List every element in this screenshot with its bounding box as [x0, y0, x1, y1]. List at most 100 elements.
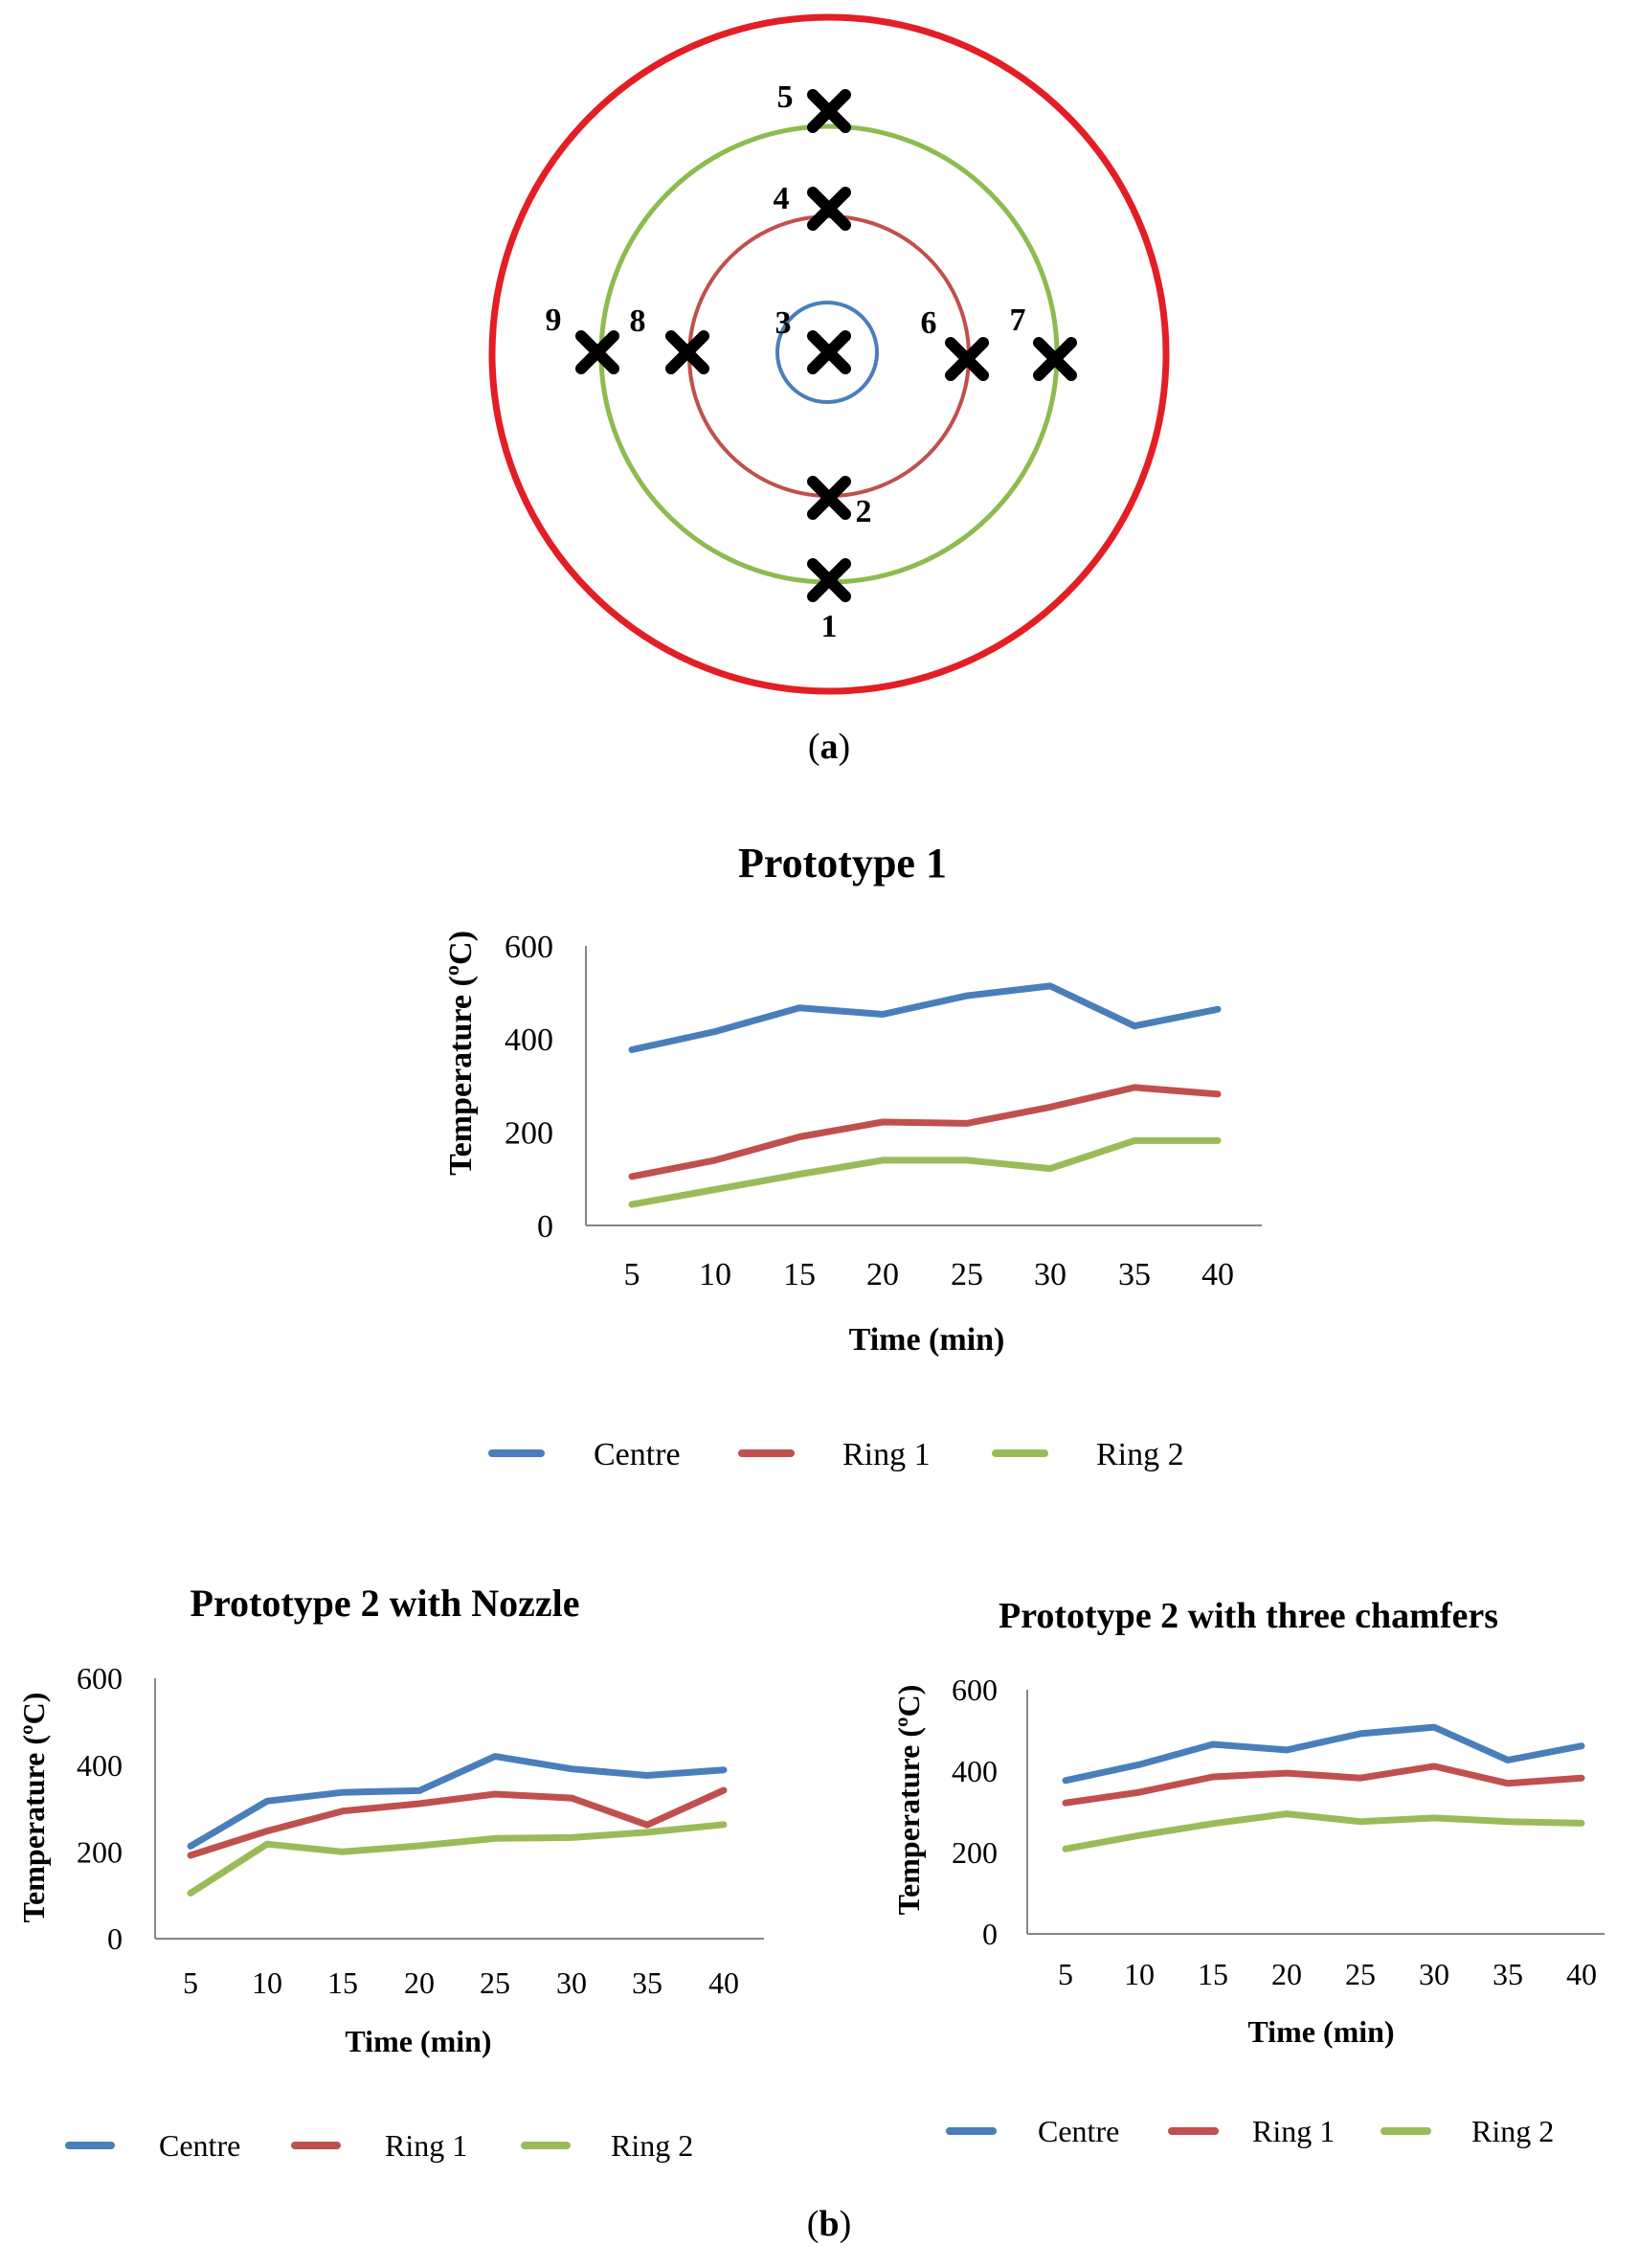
x-tick-label: 20 [866, 1257, 899, 1292]
legend-label: Ring 2 [1096, 1437, 1184, 1472]
chart-prototype-2-chamfers: Prototype 2 with three chamfers Temperat… [891, 1596, 1605, 2148]
y-tick-label: 200 [952, 1835, 998, 1870]
x-tick-label: 40 [1201, 1257, 1234, 1292]
centre-circle [775, 301, 879, 404]
plot-area: 0 200 400 600 5 10 15 20 25 30 35 40 [505, 930, 1262, 1292]
measurement-point-6-marker [945, 337, 989, 381]
chart-title: Prototype 2 with three chamfers [999, 1596, 1498, 1636]
measurement-point-7-label: 7 [1010, 303, 1026, 338]
legend-item-ring-1: Ring 1 [291, 2128, 467, 2163]
y-tick-label: 400 [77, 1748, 123, 1783]
legend-item-ring-2: Ring 2 [1381, 2114, 1554, 2148]
measurement-point-1-marker [807, 558, 851, 602]
legend-label: Centre [594, 1437, 681, 1472]
chart-title: Prototype 2 with Nozzle [191, 1582, 580, 1625]
x-axis-label: Time (min) [849, 1322, 1005, 1358]
measurement-point-9-marker [575, 330, 619, 374]
legend: Centre Ring 1 Ring 2 [488, 1437, 1184, 1472]
x-tick-label: 15 [783, 1257, 816, 1292]
series-line-ring-2 [1062, 1810, 1585, 1853]
x-tick-label: 15 [1198, 1957, 1228, 1991]
x-tick-label: 20 [404, 1965, 435, 2000]
chart-title: Prototype 1 [738, 840, 947, 887]
legend-item-ring-2: Ring 2 [992, 1437, 1184, 1472]
x-tick-label: 5 [183, 1965, 198, 2000]
series-line-centre [628, 982, 1222, 1053]
x-tick-label: 25 [480, 1965, 510, 2000]
y-tick-label: 600 [505, 930, 553, 965]
caption-b: (b) [807, 2204, 851, 2244]
x-tick-label: 30 [1419, 1957, 1449, 1991]
y-axis-label: Temperature (ºC) [16, 1693, 51, 1923]
series-line-ring-1 [187, 1786, 728, 1859]
legend: Centre Ring 1 Ring 2 [946, 2114, 1554, 2148]
measurement-point-4-label: 4 [774, 181, 790, 216]
legend-item-centre: Centre [488, 1437, 681, 1472]
measurement-diagram: 1 2 3 4 5 6 7 8 9 [488, 13, 1170, 695]
series-line-ring-2 [187, 1821, 728, 1897]
legend-item-ring-2: Ring 2 [521, 2128, 693, 2163]
x-tick-label: 35 [1493, 1957, 1523, 1991]
measurement-point-5-marker [807, 89, 851, 133]
legend-item-ring-1: Ring 1 [738, 1437, 931, 1472]
x-tick-label: 20 [1271, 1957, 1302, 1991]
x-tick-label: 35 [632, 1965, 662, 2000]
series-line-ring-1 [1062, 1763, 1585, 1807]
measurement-point-9-label: 9 [546, 303, 562, 338]
series-line-centre [187, 1753, 728, 1850]
x-tick-label: 35 [1118, 1257, 1151, 1292]
y-tick-label: 200 [505, 1116, 553, 1152]
plot-area: 0 200 400 600 5 10 15 20 25 30 35 40 [952, 1673, 1605, 1991]
x-tick-label: 30 [1034, 1257, 1066, 1292]
legend-item-ring-1: Ring 1 [1168, 2114, 1335, 2148]
measurement-point-2-label: 2 [856, 494, 872, 529]
measurement-point-8-marker [665, 330, 709, 374]
x-tick-label: 25 [1345, 1957, 1376, 1991]
legend-label: Ring 2 [1471, 2114, 1554, 2148]
x-tick-label: 25 [951, 1257, 983, 1292]
y-tick-label: 0 [982, 1917, 998, 1951]
legend-label: Centre [1038, 2114, 1119, 2148]
x-tick-label: 10 [1124, 1957, 1155, 1991]
measurement-point-labels: 1 2 3 4 5 6 7 8 9 [546, 79, 1026, 644]
measurement-point-8-label: 8 [630, 303, 646, 339]
x-tick-label: 40 [1566, 1957, 1597, 1991]
y-tick-label: 0 [107, 1921, 123, 1956]
legend-item-centre: Centre [65, 2128, 240, 2163]
y-axis-label: Temperature (ºC) [891, 1685, 926, 1916]
legend-item-centre: Centre [946, 2114, 1119, 2148]
y-tick-label: 400 [952, 1754, 998, 1788]
plot-area: 0 200 400 600 5 10 15 20 25 30 35 40 [77, 1661, 764, 2000]
legend-label: Ring 2 [611, 2128, 693, 2163]
measurement-markers [575, 89, 1077, 602]
legend-label: Ring 1 [842, 1437, 931, 1472]
y-tick-label: 0 [537, 1209, 553, 1245]
measurement-point-5-label: 5 [777, 79, 794, 115]
x-tick-label: 10 [252, 1965, 282, 2000]
x-tick-label: 5 [1058, 1957, 1073, 1991]
x-tick-label: 30 [556, 1965, 587, 2000]
measurement-point-7-marker [1033, 337, 1077, 381]
measurement-point-3-label: 3 [775, 305, 792, 341]
measurement-point-3-marker [807, 330, 851, 374]
legend: Centre Ring 1 Ring 2 [65, 2128, 693, 2163]
x-tick-label: 40 [708, 1965, 739, 2000]
measurement-point-6-label: 6 [921, 305, 937, 341]
x-tick-label: 15 [327, 1965, 358, 2000]
series-line-ring-1 [628, 1084, 1222, 1180]
legend-label: Ring 1 [1252, 2114, 1335, 2148]
x-axis-label: Time (min) [1247, 2014, 1394, 2049]
measurement-point-1-label: 1 [821, 609, 838, 644]
x-tick-label: 5 [624, 1257, 640, 1292]
x-axis-label: Time (min) [345, 2024, 491, 2058]
chart-prototype-1: Prototype 1 Temperature (ºC) Time (min) … [443, 840, 1262, 1472]
series-line-ring-2 [628, 1136, 1222, 1208]
chart-prototype-2-nozzle: Prototype 2 with Nozzle Temperature (ºC)… [16, 1582, 764, 2163]
measurement-point-4-marker [807, 187, 851, 231]
caption-a: (a) [808, 727, 850, 767]
measurement-point-2-marker [807, 476, 851, 520]
y-tick-label: 200 [77, 1835, 123, 1870]
y-tick-label: 400 [505, 1022, 553, 1058]
legend-label: Ring 1 [385, 2128, 467, 2163]
